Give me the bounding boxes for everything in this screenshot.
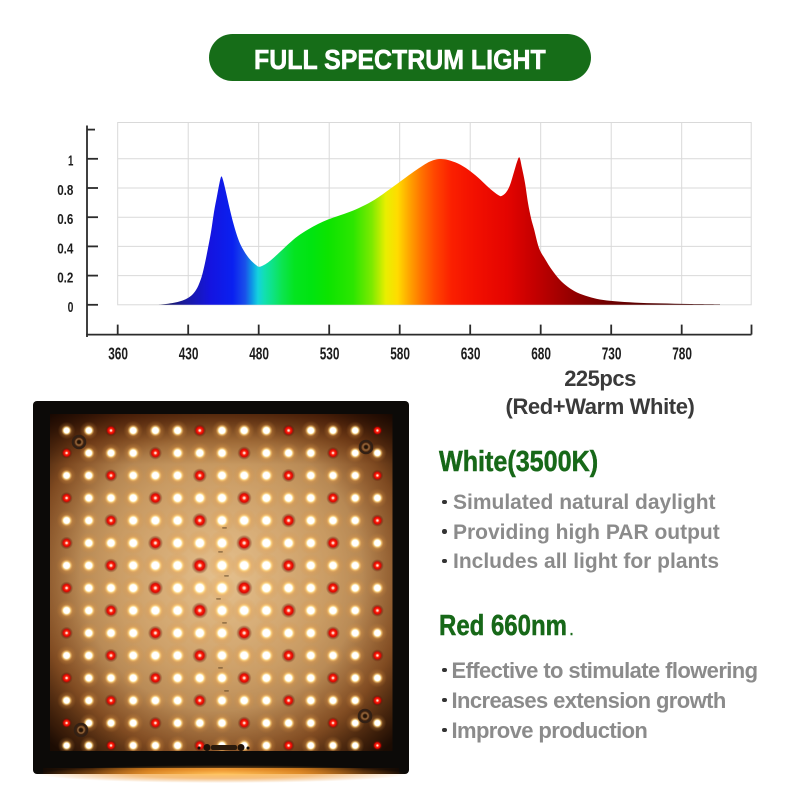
svg-text:680: 680 bbox=[531, 343, 551, 363]
svg-text:0.4: 0.4 bbox=[57, 240, 74, 257]
svg-text:0.2: 0.2 bbox=[57, 270, 73, 287]
svg-text:430: 430 bbox=[179, 343, 199, 363]
svg-text:0.6: 0.6 bbox=[57, 211, 73, 228]
svg-text:0: 0 bbox=[68, 299, 74, 316]
svg-text:580: 580 bbox=[390, 343, 410, 363]
svg-text:1: 1 bbox=[68, 153, 74, 170]
svg-text:730: 730 bbox=[602, 343, 622, 363]
svg-text:530: 530 bbox=[320, 343, 340, 363]
svg-text:360: 360 bbox=[108, 343, 128, 363]
svg-text:780: 780 bbox=[672, 343, 692, 363]
svg-text:630: 630 bbox=[461, 343, 481, 363]
svg-text:480: 480 bbox=[249, 343, 269, 363]
svg-text:0.8: 0.8 bbox=[57, 182, 73, 199]
